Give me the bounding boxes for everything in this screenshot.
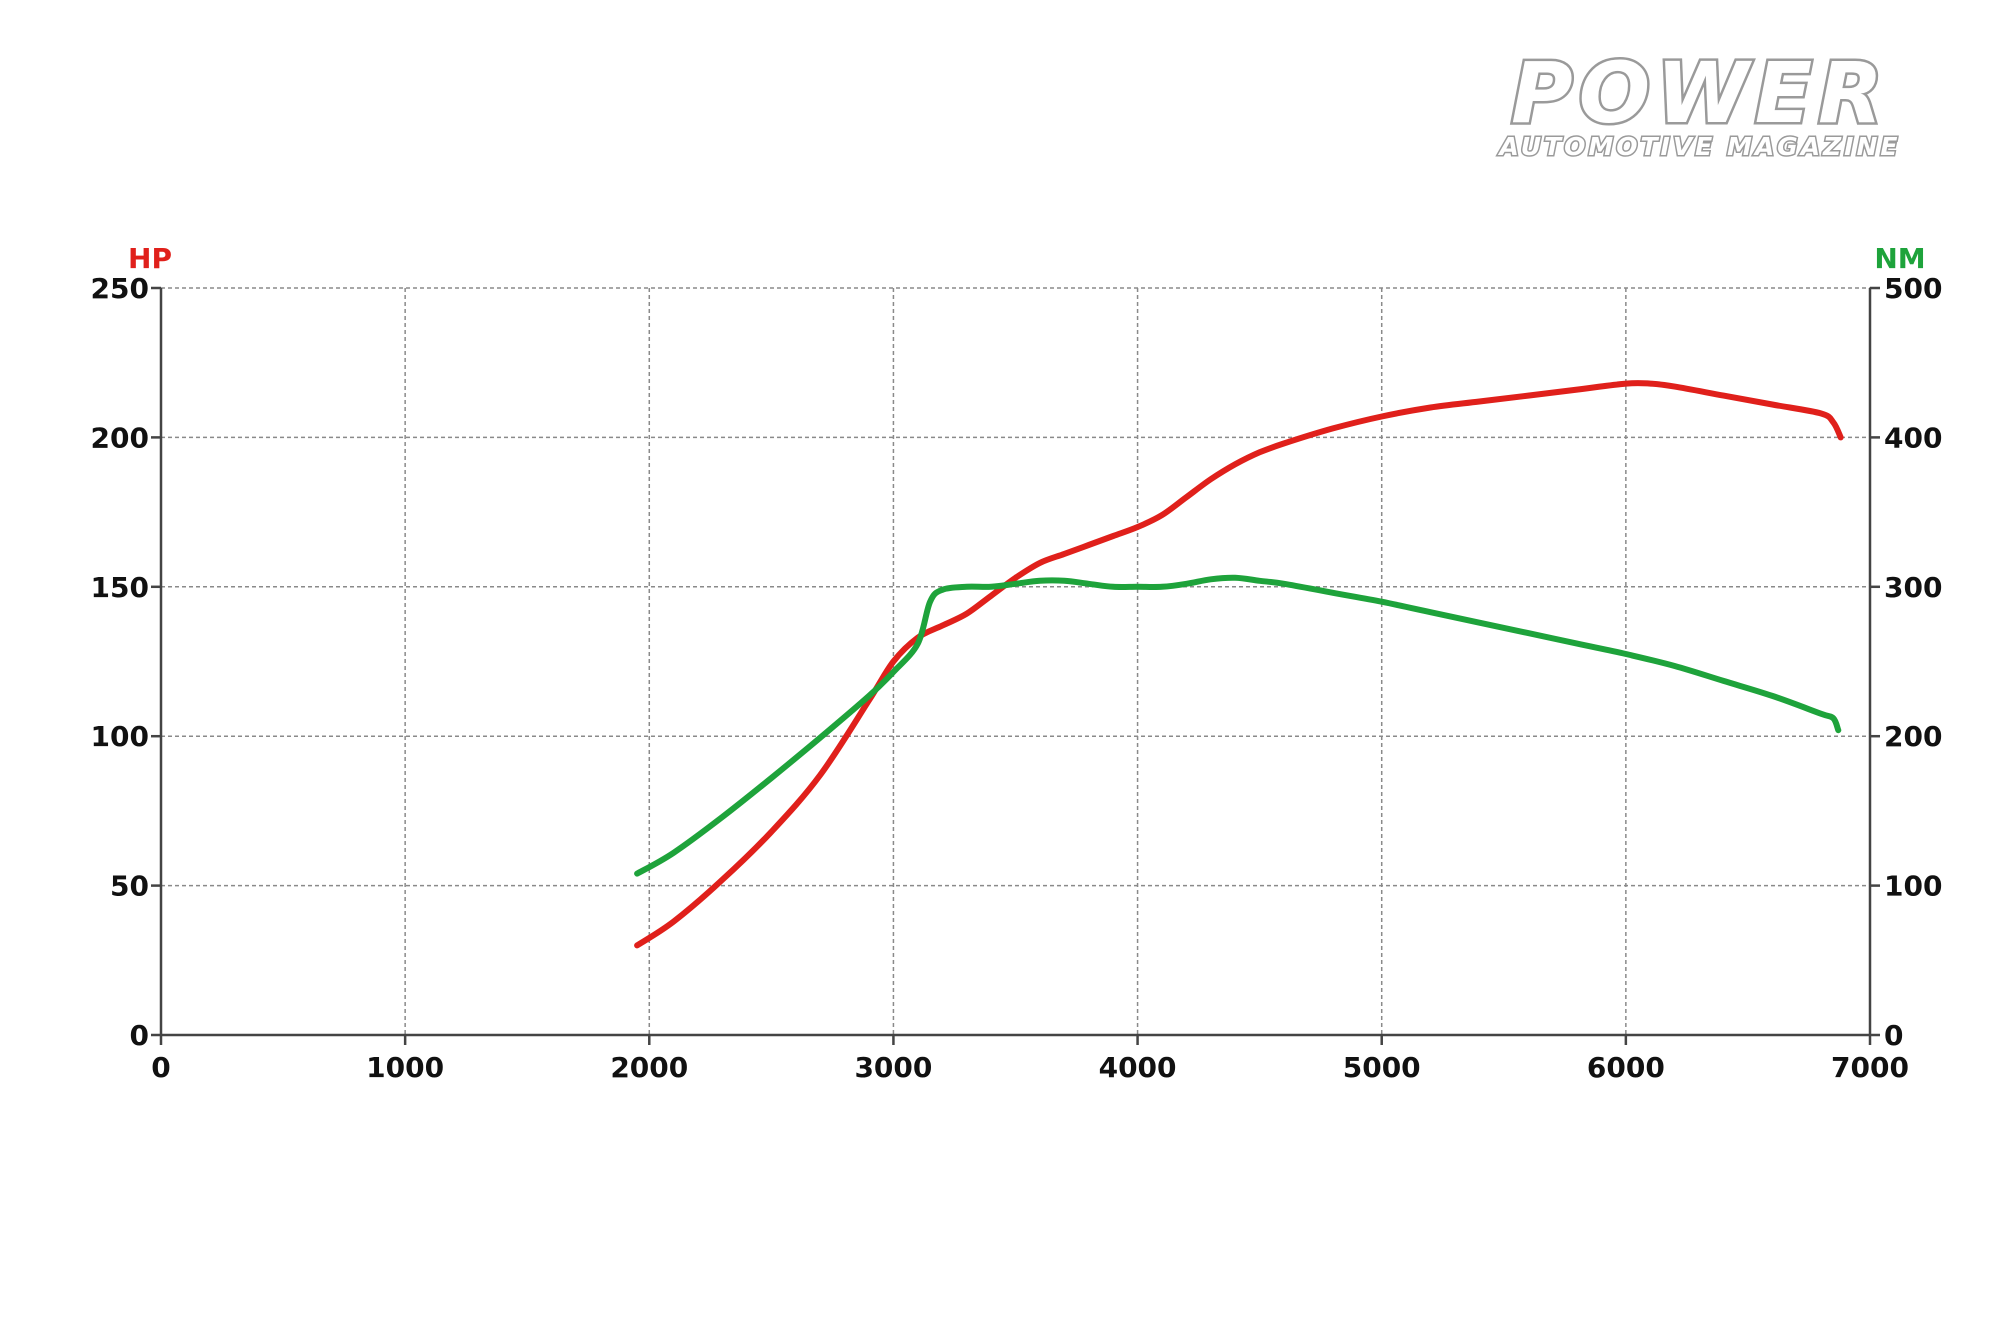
x-tick-label: 4000 <box>1099 1051 1177 1084</box>
series-line-nm <box>634 574 1842 877</box>
axes <box>151 286 1880 1045</box>
x-tick-label: 2000 <box>610 1051 688 1084</box>
y-left-tick-label: 100 <box>91 720 149 753</box>
y-right-unit-label: NM <box>1874 242 1925 275</box>
series-line-hp <box>634 380 1844 949</box>
y-right-tick-label: 200 <box>1884 720 1942 753</box>
x-tick-label: 0 <box>151 1051 170 1084</box>
x-tick-label: 5000 <box>1343 1051 1421 1084</box>
y-left-tick-label: 150 <box>91 571 149 604</box>
y-left-tick-label: 250 <box>91 272 149 305</box>
power-logo: POWER AUTOMOTIVE MAGAZINE <box>1496 50 1901 163</box>
series <box>634 380 1844 949</box>
grid <box>161 287 1871 1035</box>
logo-subtitle: AUTOMOTIVE MAGAZINE <box>1498 132 1901 161</box>
y-left-tick-label: 0 <box>130 1019 149 1052</box>
x-tick-label: 3000 <box>854 1051 932 1084</box>
x-tick-label: 7000 <box>1831 1051 1909 1084</box>
y-right-tick-label: 400 <box>1884 421 1942 454</box>
tick-labels: 0 1000 2000 3000 4000 5000 6000 700005010015020… <box>91 272 1943 1084</box>
y-left-tick-label: 200 <box>91 421 149 454</box>
x-tick-label: 6000 <box>1587 1051 1665 1084</box>
logo-title: POWER <box>1511 50 1889 142</box>
x-tick-label: 1000 <box>366 1051 444 1084</box>
y-right-tick-label: 500 <box>1884 272 1942 305</box>
y-right-tick-label: 0 <box>1884 1019 1903 1052</box>
y-right-tick-label: 300 <box>1884 571 1942 604</box>
y-left-tick-label: 50 <box>110 870 149 903</box>
y-left-unit-label: HP <box>128 242 172 275</box>
y-right-tick-label: 100 <box>1884 870 1942 903</box>
